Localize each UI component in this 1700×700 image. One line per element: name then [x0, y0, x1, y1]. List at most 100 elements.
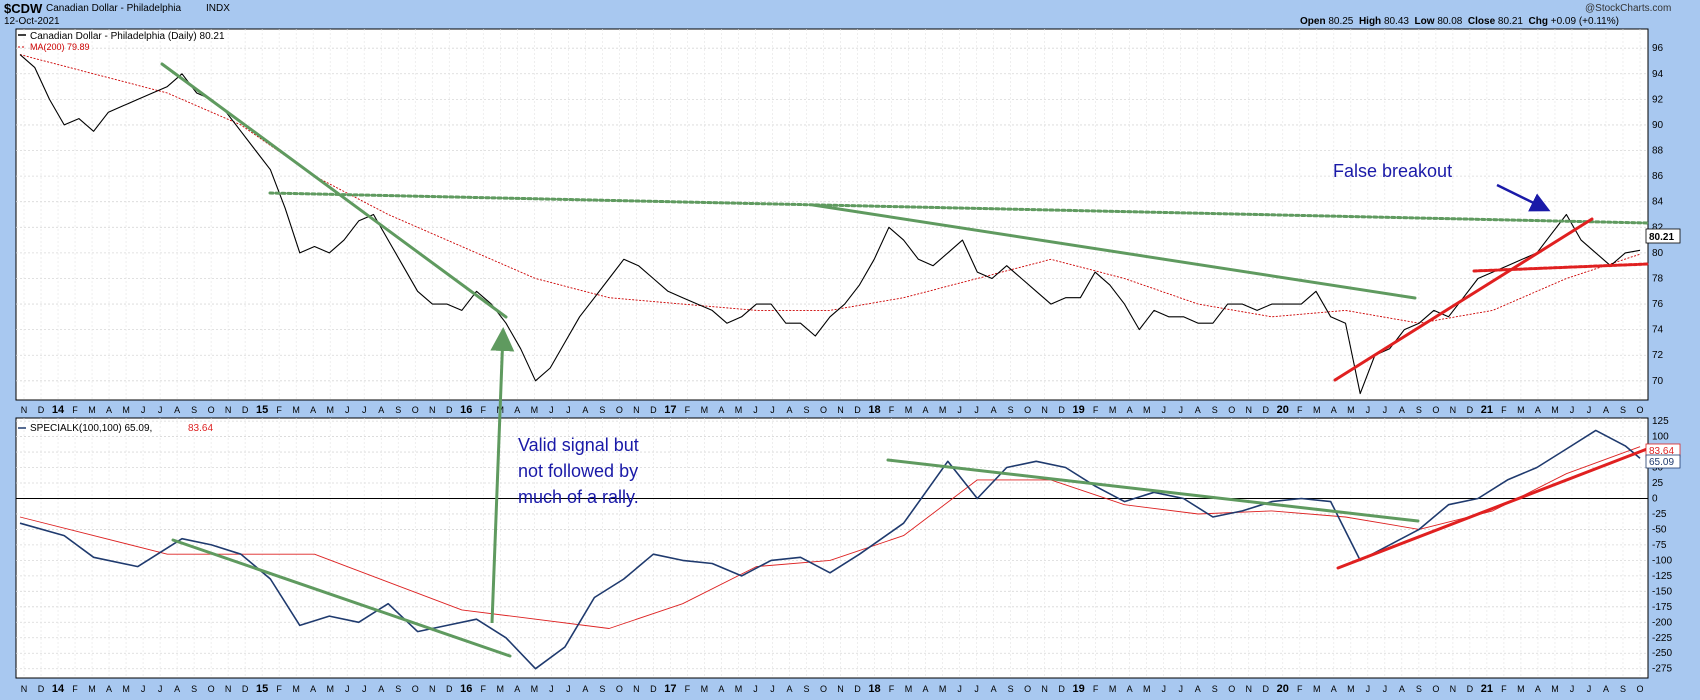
x-tick-label: N	[1041, 405, 1048, 415]
x-tick-label: O	[1024, 684, 1031, 694]
x-tick-label: M	[497, 684, 505, 694]
horizontal-resistance-line	[268, 191, 1650, 225]
x-tick-label: S	[1416, 405, 1422, 415]
x-tick-label: A	[1399, 684, 1405, 694]
x-tick-label: A	[786, 684, 792, 694]
x-tick-label: M	[292, 684, 300, 694]
symbol-label: $CDW	[4, 1, 43, 16]
x-tick-label: D	[1058, 405, 1065, 415]
x-tick-label: A	[1195, 684, 1201, 694]
x-tick-label: A	[991, 684, 997, 694]
x-tick-label: J	[345, 405, 350, 415]
ohlc-readout: Open 80.25 High 80.43 Low 80.08 Close 80…	[1300, 16, 1619, 27]
x-tick-label: J	[1383, 684, 1388, 694]
x-tick-label: J	[158, 405, 163, 415]
x-tick-label: F	[889, 405, 895, 415]
x-tick-label: D	[650, 684, 657, 694]
x-tick-label: O	[1636, 684, 1643, 694]
x-tick-label: M	[701, 684, 709, 694]
high-value: 80.43	[1383, 16, 1409, 27]
x-tick-label: O	[1024, 405, 1031, 415]
support-line-2021	[1472, 262, 1650, 273]
x-tick-label: F	[276, 405, 282, 415]
x-tick-label: D	[242, 405, 249, 415]
x-tick-label: F	[685, 684, 691, 694]
x-tick-label: D	[1467, 405, 1474, 415]
x-tick-label: 21	[1481, 683, 1493, 695]
x-tick-label: M	[905, 405, 913, 415]
x-tick-label: J	[753, 405, 758, 415]
false-breakout-annotation: False breakout	[1333, 161, 1452, 181]
x-tick-label: J	[753, 684, 758, 694]
specialk-panel-y-tick-label: -50	[1652, 524, 1667, 535]
x-tick-label: 15	[256, 404, 268, 416]
x-tick-label: N	[429, 684, 436, 694]
x-tick-label: J	[1570, 684, 1575, 694]
x-tick-label: 20	[1277, 404, 1289, 416]
specialk-panel-y-tick-label: 0	[1652, 493, 1658, 504]
x-tick-label: J	[158, 684, 163, 694]
signal-badge-text: 83.64	[1649, 446, 1674, 457]
x-tick-label: N	[837, 684, 844, 694]
x-tick-label: A	[923, 684, 929, 694]
specialk-panel-y-tick-label: -125	[1652, 571, 1672, 582]
x-tick-label: F	[72, 684, 78, 694]
price-last-badge-box	[1645, 228, 1681, 244]
x-tick-label: J	[770, 684, 775, 694]
x-tick-label: A	[923, 405, 929, 415]
x-tick-label: 21	[1481, 404, 1493, 416]
downtrend-line-2014-2016	[160, 62, 508, 319]
change-label: Chg	[1528, 16, 1548, 27]
specialk-panel: -275-250-225-200-175-150-125-100-75-50-2…	[15, 327, 1672, 679]
price-panel-y-tick-label: 90	[1652, 120, 1664, 131]
specialk-panel-y-tick-label: -275	[1652, 664, 1672, 675]
date-label: 12-Oct-2021	[4, 16, 60, 27]
specialk-panel-y-tick-label: -250	[1652, 648, 1672, 659]
x-tick-label: J	[141, 684, 146, 694]
x-tick-label: A	[1331, 684, 1337, 694]
x-tick-label: N	[837, 405, 844, 415]
x-tick-label: D	[38, 405, 45, 415]
x-tick-label: A	[1331, 405, 1337, 415]
x-tick-label: J	[974, 684, 979, 694]
price-last-badge: 80.21	[1645, 228, 1681, 244]
x-tick-label: S	[1620, 684, 1626, 694]
price-panel-y-tick-label: 78	[1652, 273, 1664, 284]
change-value: +0.09 (+0.11%)	[1550, 16, 1619, 27]
instrument-name: Canadian Dollar - Philadelphia	[46, 3, 182, 14]
ma-legend-text: MA(200) 79.89	[30, 42, 90, 52]
x-tick-label: N	[225, 405, 232, 415]
price-panel-y-tick-label: 70	[1652, 376, 1664, 387]
specialk-downtrend-line-2	[886, 458, 1420, 523]
x-tick-label: N	[21, 684, 28, 694]
x-tick-label: M	[1143, 684, 1151, 694]
price-last-badge-text: 80.21	[1649, 232, 1674, 243]
x-tick-label: A	[310, 684, 316, 694]
x-tick-label: A	[378, 405, 384, 415]
x-tick-label: A	[582, 405, 588, 415]
x-tick-label: N	[1450, 684, 1457, 694]
price-panel: 70 72 74 76 78 80 82 84 86 88 90 92 94 96	[15, 28, 1664, 401]
x-tick-label: A	[1127, 405, 1133, 415]
x-tick-label: F	[1297, 405, 1303, 415]
x-tick-label: D	[242, 684, 249, 694]
x-tick-label: A	[1127, 684, 1133, 694]
false-breakout-arrow	[1496, 183, 1551, 212]
x-tick-label: J	[1366, 684, 1371, 694]
x-tick-label: J	[1161, 684, 1166, 694]
x-tick-label: N	[1450, 405, 1457, 415]
x-tick-label: M	[1143, 405, 1151, 415]
x-tick-label: 14	[52, 683, 65, 695]
x-tick-label: J	[1178, 684, 1183, 694]
x-tick-label: D	[446, 405, 453, 415]
specialk-legend-text: SPECIALK(100,100) 65.09,	[30, 423, 152, 434]
x-tick-label: J	[1161, 405, 1166, 415]
x-tick-label: M	[531, 684, 539, 694]
x-tick-label: A	[1603, 405, 1609, 415]
close-label: Close	[1467, 16, 1496, 27]
x-tick-label: A	[786, 405, 792, 415]
x-tick-label: D	[854, 405, 861, 415]
x-tick-label: S	[1008, 684, 1014, 694]
x-tick-label: A	[174, 684, 180, 694]
